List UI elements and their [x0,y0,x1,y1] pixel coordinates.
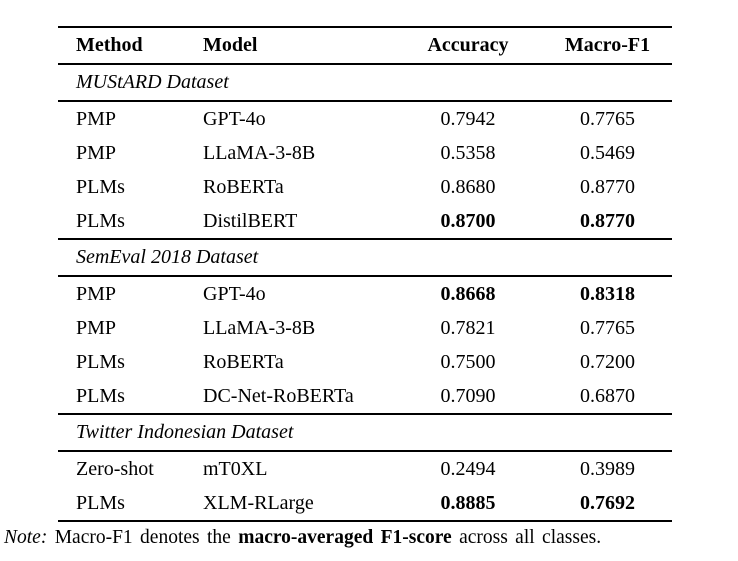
table-row: PLMs RoBERTa 0.7500 0.7200 [58,345,672,379]
table-row: Zero-shot mT0XL 0.2494 0.3989 [58,451,672,486]
accuracy-cell: 0.5358 [440,141,496,164]
model-cell: DistilBERT [203,209,298,232]
accuracy-cell: 0.8680 [440,175,496,198]
accuracy-cell: 0.7942 [440,107,496,130]
method-cell: PMP [76,316,117,339]
model-cell: GPT-4o [203,282,266,305]
accuracy-cell: 0.7500 [440,350,496,373]
column-header-model: Model [203,27,393,65]
accuracy-cell: 0.7821 [440,316,496,339]
method-cell: PLMs [76,384,125,407]
method-cell: PLMs [76,209,125,232]
column-header-accuracy: Accuracy [393,27,543,65]
header-row: Method Model Accuracy Macro-F1 [58,27,672,65]
section-title: MUStARD Dataset [58,63,672,102]
results-table-body: MUStARD Dataset PMP GPT-4o 0.7942 0.7765 PMP L… [58,63,672,521]
model-cell: mT0XL [203,457,268,480]
model-cell: DC-Net-RoBERTa [203,384,354,407]
table-row: PMP LLaMA-3-8B 0.5358 0.5469 [58,136,672,170]
method-cell: Zero-shot [76,457,154,480]
macro-f1-cell: 0.8318 [580,282,635,305]
table-row: PLMs XLM-RLarge 0.8885 0.7692 [58,486,672,521]
method-cell: PMP [76,282,117,305]
section-header-row: MUStARD Dataset [58,63,672,102]
model-cell: LLaMA-3-8B [203,316,316,339]
macro-f1-cell: 0.7200 [580,350,635,373]
macro-f1-cell: 0.3989 [580,457,635,480]
note-bold-text: macro-averaged F1-score [238,527,452,548]
method-cell: PLMs [76,350,125,373]
note-label: Note: [4,527,48,548]
accuracy-cell: 0.7090 [440,384,496,407]
model-cell: RoBERTa [203,350,284,373]
section-header-row: Twitter Indonesian Dataset [58,413,672,452]
model-cell: XLM-RLarge [203,491,314,514]
table-row: PLMs DC-Net-RoBERTa 0.7090 0.6870 [58,379,672,414]
results-table: Method Model Accuracy Macro-F1 MUStARD D… [58,26,672,522]
accuracy-cell: 0.8885 [440,491,496,514]
column-header-method: Method [58,27,203,65]
model-cell: RoBERTa [203,175,284,198]
method-cell: PLMs [76,491,125,514]
section-title: SemEval 2018 Dataset [58,238,672,277]
method-cell: PMP [76,141,117,164]
accuracy-cell: 0.8668 [440,282,496,305]
macro-f1-cell: 0.6870 [580,384,635,407]
model-cell: GPT-4o [203,107,266,130]
method-cell: PLMs [76,175,125,198]
note-text-after: across all classes. [451,527,602,548]
macro-f1-cell: 0.7765 [580,316,635,339]
accuracy-cell: 0.2494 [440,457,496,480]
section-header-row: SemEval 2018 Dataset [58,238,672,277]
model-cell: LLaMA-3-8B [203,141,316,164]
macro-f1-cell: 0.7765 [580,107,635,130]
macro-f1-cell: 0.7692 [580,491,635,514]
table-row: PLMs RoBERTa 0.8680 0.8770 [58,170,672,204]
macro-f1-cell: 0.8770 [580,175,635,198]
accuracy-cell: 0.8700 [440,209,496,232]
column-header-macro-f1: Macro-F1 [543,27,672,65]
note-text-before: Macro-F1 denotes the [47,527,239,548]
method-cell: PMP [76,107,117,130]
macro-f1-cell: 0.8770 [580,209,635,232]
table-row: PMP GPT-4o 0.8668 0.8318 [58,276,672,311]
section-title: Twitter Indonesian Dataset [58,413,672,452]
table-note: Note: Macro-F1 denotes the macro-average… [4,527,738,549]
table-row: PMP LLaMA-3-8B 0.7821 0.7765 [58,311,672,345]
macro-f1-cell: 0.5469 [580,141,635,164]
table-row: PMP GPT-4o 0.7942 0.7765 [58,101,672,136]
table-row: PLMs DistilBERT 0.8700 0.8770 [58,204,672,239]
